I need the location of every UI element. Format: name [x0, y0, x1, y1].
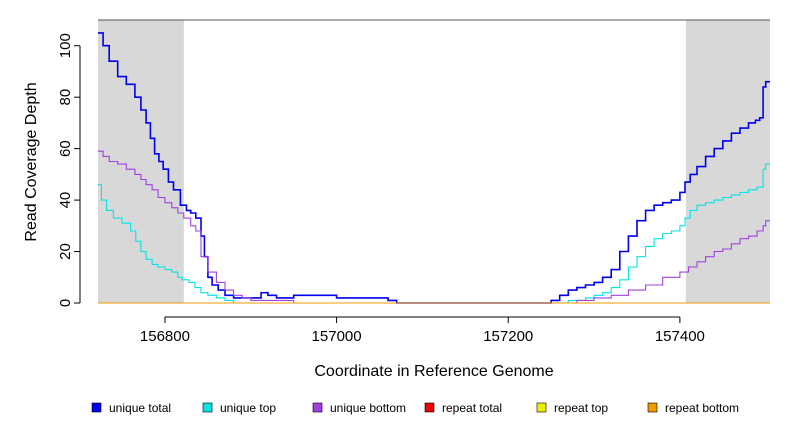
x-tick-label-157400: 157400 — [655, 328, 705, 345]
x-tick-label-156800: 156800 — [140, 328, 190, 345]
legend-swatch-unique-total — [91, 402, 102, 413]
legend-label-unique-top: unique top — [220, 401, 276, 415]
y-tick-label-100: 100 — [57, 33, 74, 58]
series-line-unique-top — [98, 163, 770, 304]
series-lines — [98, 32, 770, 304]
axes: 0 20 40 60 80 100 156800 157000 157200 157400 — [57, 33, 705, 345]
legend-swatch-unique-top — [202, 402, 213, 413]
legend-label-repeat-top: repeat top — [554, 401, 608, 415]
series-line-unique-bottom — [98, 150, 770, 304]
legend: unique total unique top unique bottom repea… — [91, 401, 739, 415]
shaded-region-1 — [685, 20, 770, 303]
x-axis-title: Coordinate in Reference Genome — [314, 363, 553, 380]
legend-label-repeat-total: repeat total — [442, 401, 502, 415]
legend-swatch-repeat-bottom — [647, 402, 658, 413]
legend-swatch-unique-bottom — [312, 402, 323, 413]
legend-swatch-repeat-total — [424, 402, 435, 413]
y-tick-label-0: 0 — [57, 299, 74, 307]
x-tick-label-157000: 157000 — [312, 328, 362, 345]
series-line-unique-total — [98, 32, 770, 304]
legend-label-repeat-bottom: repeat bottom — [665, 401, 739, 415]
x-tick-label-157200: 157200 — [483, 328, 533, 345]
legend-label-unique-bottom: unique bottom — [330, 401, 406, 415]
legend-label-unique-total: unique total — [109, 401, 171, 415]
y-tick-label-40: 40 — [57, 192, 74, 209]
y-tick-label-20: 20 — [57, 243, 74, 260]
legend-swatch-repeat-top — [536, 402, 547, 413]
y-tick-label-80: 80 — [57, 89, 74, 106]
y-tick-label-60: 60 — [57, 140, 74, 157]
y-axis-title: Read Coverage Depth — [23, 82, 40, 241]
shaded-regions — [98, 20, 770, 303]
